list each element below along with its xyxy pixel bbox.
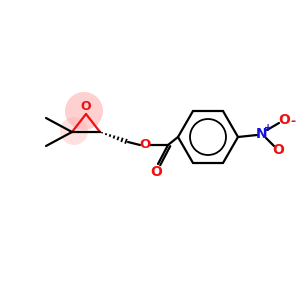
Text: N: N bbox=[256, 127, 268, 141]
Circle shape bbox=[65, 92, 103, 130]
Text: O: O bbox=[140, 137, 151, 151]
Text: O: O bbox=[150, 165, 162, 179]
Text: O: O bbox=[272, 143, 284, 157]
Text: O: O bbox=[278, 113, 290, 127]
Circle shape bbox=[60, 117, 88, 145]
Text: -: - bbox=[290, 116, 296, 128]
Text: +: + bbox=[264, 123, 272, 133]
Text: O: O bbox=[81, 100, 91, 113]
